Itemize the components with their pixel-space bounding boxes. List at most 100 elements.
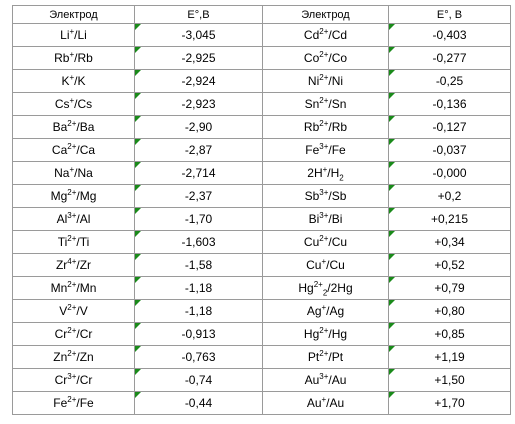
charge: 2+ bbox=[319, 326, 329, 335]
potential-cell: -0,913 bbox=[134, 322, 263, 346]
electrode-cell: K+/K bbox=[12, 69, 135, 93]
table-row: Li+/Li -3,045 Cd2+/Cd -0,403 bbox=[12, 23, 511, 47]
formula-text: Mg bbox=[50, 189, 68, 203]
electrode-cell: Ti2+/Ti bbox=[12, 230, 135, 254]
formula-text: Mn bbox=[50, 281, 68, 295]
table-row: Cr2+/Cr -0,913 Hg2+/Hg +0,85 bbox=[12, 322, 511, 346]
electrode-cell: Cr3+/Cr bbox=[12, 368, 135, 392]
formula-text: /Fe bbox=[328, 143, 346, 157]
electrode-cell: Sn2+/Sn bbox=[262, 92, 389, 116]
formula-text: /Cs bbox=[74, 97, 93, 111]
charge: 2+ bbox=[67, 395, 77, 404]
charge: 2+ bbox=[319, 27, 329, 36]
table-row: Na+/Na -2,714 2H+/H2 -0,000 bbox=[12, 161, 511, 185]
formula-text: /Cr bbox=[76, 373, 93, 387]
formula-text: Ni bbox=[307, 74, 320, 88]
potential-cell: +0,52 bbox=[388, 253, 511, 277]
header-cell: E°, В bbox=[388, 5, 511, 24]
table-row: Mg2+/Mg -2,37 Sb3+/Sb +0,2 bbox=[12, 184, 511, 208]
charge: + bbox=[322, 165, 328, 174]
electrode-cell: Rb2+/Rb bbox=[262, 115, 389, 139]
electrode-cell: Al3+/Al bbox=[12, 207, 135, 231]
electrode-cell: Zn2+/Zn bbox=[12, 345, 135, 369]
formula-text: Na bbox=[54, 166, 70, 180]
potential-cell: -2,37 bbox=[134, 184, 263, 208]
formula-text: /Au bbox=[328, 373, 347, 387]
formula-text: /Au bbox=[326, 396, 345, 410]
charge: + bbox=[69, 50, 75, 59]
potential-cell: -0,127 bbox=[388, 115, 511, 139]
table-row: Ca2+/Ca -2,87 Fe3+/Fe -0,037 bbox=[12, 138, 511, 162]
table-row: Ti2+/Ti -1,603 Cu2+/Cu +0,34 bbox=[12, 230, 511, 254]
formula-text: /Mg bbox=[76, 189, 97, 203]
potential-cell: -2,90 bbox=[134, 115, 263, 139]
potential-cell: -2,924 bbox=[134, 69, 263, 93]
electrode-cell: Ba2+/Ba bbox=[12, 115, 135, 139]
charge: 2+ bbox=[67, 349, 77, 358]
charge: + bbox=[69, 73, 75, 82]
table-row: V2+/V -1,18 Ag+/Ag +0,80 bbox=[12, 299, 511, 323]
formula-text: /2Hg bbox=[327, 281, 353, 295]
potential-cell: -1,58 bbox=[134, 253, 263, 277]
potential-cell: -2,923 bbox=[134, 92, 263, 116]
electrode-cell: Bi3+/Bi bbox=[262, 207, 389, 231]
potential-cell: +0,215 bbox=[388, 207, 511, 231]
electrode-cell: Fe2+/Fe bbox=[12, 391, 135, 415]
electrode-cell: Ni2+/Ni bbox=[262, 69, 389, 93]
potential-cell: -0,25 bbox=[388, 69, 511, 93]
potential-cell: -0,74 bbox=[134, 368, 263, 392]
formula-text: /Na bbox=[74, 166, 93, 180]
charge: 2+ bbox=[313, 280, 323, 289]
table-row: Zr4+/Zr -1,58 Cu+/Cu +0,52 bbox=[12, 253, 511, 277]
formula-text: Cr bbox=[54, 327, 68, 341]
formula-text: /Cu bbox=[328, 235, 348, 249]
formula-text: /Sb bbox=[328, 189, 347, 203]
electrode-cell: Sb3+/Sb bbox=[262, 184, 389, 208]
potential-table: Электрод E°,В Электрод E°, В Li+/Li -3,04… bbox=[12, 5, 511, 415]
formula-text: Ca bbox=[51, 143, 68, 157]
subscript: 2 bbox=[339, 173, 344, 183]
charge: 3+ bbox=[67, 211, 77, 220]
table-row: Al3+/Al -1,70 Bi3+/Bi +0,215 bbox=[12, 207, 511, 231]
formula-text: /Zn bbox=[76, 350, 94, 364]
potential-cell: +0,80 bbox=[388, 299, 511, 323]
charge: 2+ bbox=[319, 96, 329, 105]
formula-text: Hg bbox=[298, 281, 314, 295]
electrode-cell: V2+/V bbox=[12, 299, 135, 323]
electrode-cell: Pt2+/Pt bbox=[262, 345, 389, 369]
subscript: 2 bbox=[322, 288, 328, 298]
formula-text: Ag bbox=[306, 304, 322, 318]
formula-text: /Ca bbox=[76, 143, 96, 157]
electrode-cell: Mn2+/Mn bbox=[12, 276, 135, 300]
formula-text: Fe bbox=[305, 143, 320, 157]
formula-text: Li bbox=[60, 28, 70, 42]
charge: 2+ bbox=[319, 234, 329, 243]
formula-text: /Cu bbox=[326, 258, 345, 272]
potential-cell: +1,70 bbox=[388, 391, 511, 415]
formula-text: /Rb bbox=[74, 51, 93, 65]
potential-cell: +0,2 bbox=[388, 184, 511, 208]
electrode-cell: Ag+/Ag bbox=[262, 299, 389, 323]
charge: 2+ bbox=[67, 234, 77, 243]
charge: 3+ bbox=[319, 372, 329, 381]
formula-text: /Al bbox=[76, 212, 91, 226]
formula-text: Rb bbox=[303, 120, 320, 134]
formula-text: Co bbox=[303, 51, 320, 65]
charge: 3+ bbox=[319, 211, 329, 220]
charge: 4+ bbox=[67, 257, 77, 266]
formula-text: /Ni bbox=[328, 74, 344, 88]
charge: + bbox=[69, 27, 75, 36]
formula-text: Cu bbox=[303, 235, 320, 249]
formula-text: Al bbox=[56, 212, 68, 226]
potential-cell: -0,403 bbox=[388, 23, 511, 47]
potential-cell: -2,714 bbox=[134, 161, 263, 185]
formula-text: Rb bbox=[54, 51, 70, 65]
table-row: Rb+/Rb -2,925 Co2+/Co -0,277 bbox=[12, 46, 511, 70]
potential-cell: -1,18 bbox=[134, 276, 263, 300]
potential-cell: +1,19 bbox=[388, 345, 511, 369]
potential-cell: -3,045 bbox=[134, 23, 263, 47]
formula-text: /Fe bbox=[76, 396, 94, 410]
formula-text: /Ti bbox=[76, 235, 90, 249]
formula-text: /K bbox=[74, 74, 86, 88]
electrode-cell: Hg2+/Hg bbox=[262, 322, 389, 346]
